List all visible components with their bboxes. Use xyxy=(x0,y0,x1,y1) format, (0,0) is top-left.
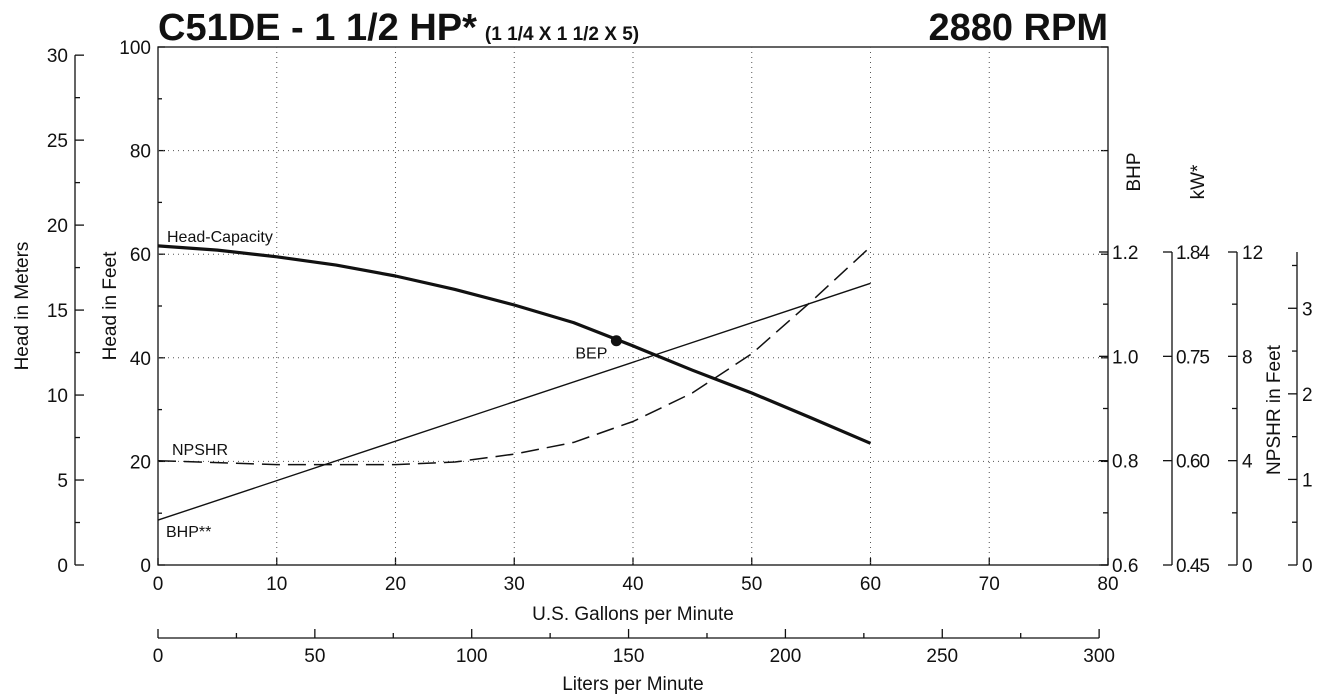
series-label: Head-Capacity xyxy=(167,229,273,246)
y-tick-label: 20 xyxy=(130,452,151,473)
meters-tick-label: 30 xyxy=(47,46,68,67)
series-label: NPSHR xyxy=(172,442,228,459)
bep-label: BEP xyxy=(575,346,607,363)
series-line xyxy=(157,246,872,466)
x-tick-label: 40 xyxy=(622,574,643,595)
y-tick-label: 0 xyxy=(140,556,151,577)
bhp-axis-label: BHP xyxy=(1124,152,1145,191)
npshr-m-tick-label: 3 xyxy=(1302,299,1313,320)
series-line xyxy=(157,244,872,445)
y-tick-label: 40 xyxy=(130,349,151,370)
npshr-m-tick-label: 1 xyxy=(1302,470,1313,491)
x-tick-label: 30 xyxy=(504,574,525,595)
y-tick-label: 100 xyxy=(119,38,151,59)
liters-tick-label: 50 xyxy=(304,646,325,667)
kw-tick-label: 0.45 xyxy=(1176,556,1209,577)
liters-tick-label: 300 xyxy=(1083,646,1115,667)
kw-tick-label: 1.84 xyxy=(1176,243,1210,264)
npshr-tick-label: 4 xyxy=(1242,452,1253,473)
meters-tick-label: 0 xyxy=(57,556,68,577)
x-tick-label: 70 xyxy=(979,574,1000,595)
bhp-tick-label: 0.8 xyxy=(1112,452,1138,473)
kw-axis-label: kW* xyxy=(1188,164,1209,199)
chart-subtitle: (1 1/4 X 1 1/2 X 5) xyxy=(485,24,639,45)
npshr-tick-label: 0 xyxy=(1242,556,1253,577)
bhp-tick-label: 0.6 xyxy=(1112,556,1138,577)
bhp-tick-label: 1.0 xyxy=(1112,347,1138,368)
x-tick-label: 10 xyxy=(266,574,287,595)
y-tick-label: 60 xyxy=(130,245,151,266)
npshr-m-tick-label: 2 xyxy=(1302,385,1313,406)
liters-tick-label: 0 xyxy=(153,646,164,667)
liters-axis-label: Liters per Minute xyxy=(562,674,704,694)
bhp-tick-label: 1.2 xyxy=(1112,243,1138,264)
speed-label: 2880 RPM xyxy=(928,7,1108,49)
meters-tick-label: 15 xyxy=(47,301,68,322)
x-tick-label: 60 xyxy=(860,574,881,595)
meters-axis-label: Head in Meters xyxy=(12,242,33,371)
chart-title: C51DE - 1 1/2 HP* xyxy=(158,7,477,49)
liters-tick-label: 150 xyxy=(613,646,645,667)
x-tick-label: 20 xyxy=(385,574,406,595)
npshr-axis-label: NPSHR in Feet xyxy=(1264,344,1285,475)
x-tick-label: 50 xyxy=(741,574,762,595)
x-tick-label: 80 xyxy=(1097,574,1118,595)
y-tick-label: 80 xyxy=(130,142,151,163)
meters-tick-label: 10 xyxy=(47,386,68,407)
series-line xyxy=(157,282,871,521)
bep-point xyxy=(610,335,622,347)
kw-tick-label: 0.60 xyxy=(1176,452,1209,473)
meters-tick-label: 25 xyxy=(47,131,68,152)
series-label: BHP** xyxy=(166,524,211,541)
meters-tick-label: 5 xyxy=(57,471,68,492)
liters-tick-label: 100 xyxy=(456,646,488,667)
x-axis-label: U.S. Gallons per Minute xyxy=(532,604,734,625)
npshr-m-tick-label: 0 xyxy=(1302,556,1313,577)
npshr-tick-label: 12 xyxy=(1242,243,1263,264)
liters-tick-label: 200 xyxy=(770,646,802,667)
liters-tick-label: 250 xyxy=(926,646,958,667)
y-axis-label: Head in Feet xyxy=(100,251,121,361)
kw-tick-label: 0.75 xyxy=(1176,347,1209,368)
meters-tick-label: 20 xyxy=(47,216,68,237)
x-tick-label: 0 xyxy=(153,574,164,595)
npshr-tick-label: 8 xyxy=(1242,347,1253,368)
